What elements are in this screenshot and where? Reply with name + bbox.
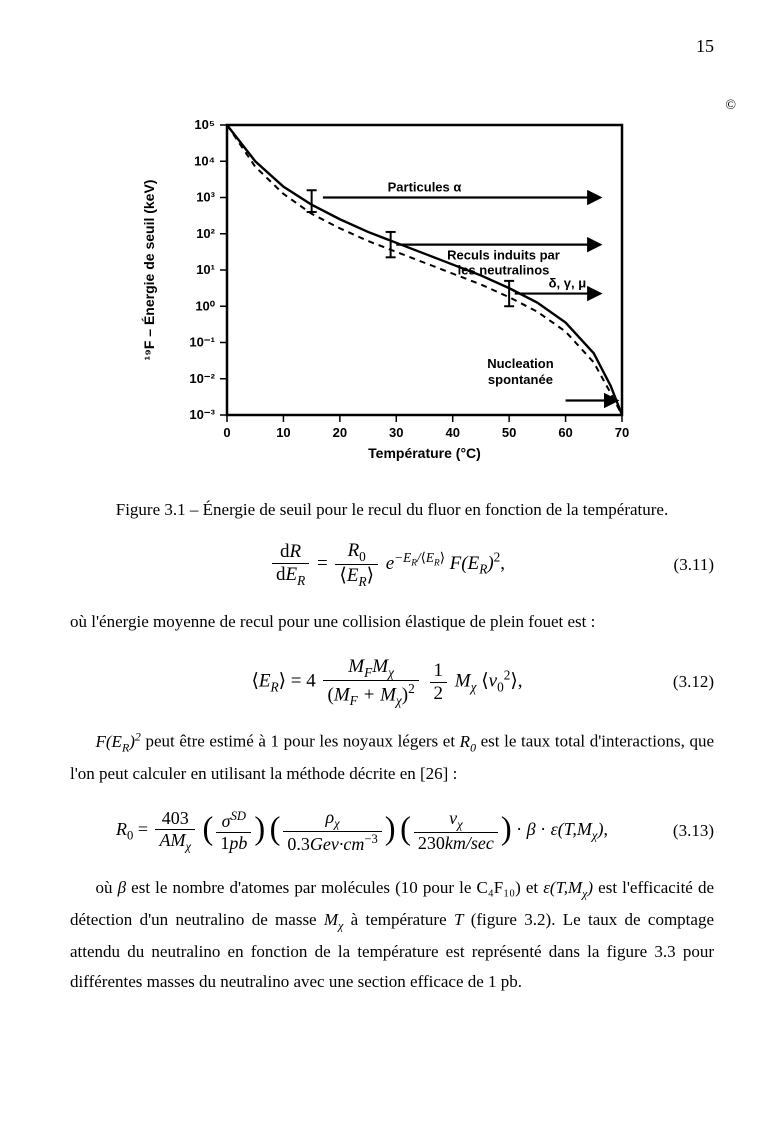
svg-text:δ, γ, μ: δ, γ, μ (549, 276, 587, 291)
svg-text:spontanée: spontanée (488, 372, 553, 387)
equation-body: R0 = 403 AMχ ( σSD 1pb ) ( ρχ 0.3Gev·cm−… (90, 807, 634, 855)
page-number: 15 (696, 36, 714, 57)
svg-text:10⁵: 10⁵ (194, 117, 215, 132)
svg-text:10³: 10³ (196, 190, 215, 205)
svg-text:30: 30 (389, 425, 403, 440)
equation-body: dR dER = R0 ⟨ER⟩ e−ER/⟨ER⟩ F(ER)2, (140, 540, 634, 589)
svg-text:¹⁹F – Énergie de seuil (keV): ¹⁹F – Énergie de seuil (keV) (141, 180, 157, 361)
text-p3h: T (454, 910, 463, 929)
svg-text:Particules α: Particules α (388, 180, 462, 195)
text-p3g: à température (343, 910, 454, 929)
text-p3b: β (118, 878, 126, 897)
text-p3c: est le nombre d'atomes par molécules (10… (126, 878, 543, 897)
equation-3-13: R0 = 403 AMχ ( σSD 1pb ) ( ρχ 0.3Gev·cm−… (70, 807, 714, 855)
svg-text:10⁻²: 10⁻² (189, 371, 215, 386)
text-p3a: où (96, 878, 118, 897)
svg-text:10⁻¹: 10⁻¹ (189, 335, 215, 350)
figure-caption: Figure 3.1 – Énergie de seuil pour le re… (70, 500, 714, 520)
equation-number: (3.11) (634, 555, 714, 575)
paragraph-1: où l'énergie moyenne de recul pour une c… (70, 607, 714, 638)
paragraph-3: où β est le nombre d'atomes par molécule… (70, 873, 714, 998)
threshold-energy-chart: 0 10 20 30 40 50 60 70 10⁻³ 10⁻² 10⁻¹ 10⁰ 10¹ 10² 10³ 1… (132, 110, 652, 470)
svg-text:10²: 10² (196, 226, 215, 241)
svg-text:10: 10 (276, 425, 290, 440)
page-mark: © (725, 98, 736, 114)
svg-text:Reculs induits par: Reculs induits par (447, 248, 560, 263)
svg-text:40: 40 (445, 425, 459, 440)
text-p2b: peut être estimé à 1 pour les noyaux lég… (141, 732, 460, 751)
svg-text:10⁰: 10⁰ (195, 298, 215, 313)
paragraph-2: F(ER)2 peut être estimé à 1 pour les noy… (70, 726, 714, 789)
svg-text:les neutralinos: les neutralinos (458, 263, 550, 278)
equation-3-11: dR dER = R0 ⟨ER⟩ e−ER/⟨ER⟩ F(ER)2, (3.11… (70, 540, 714, 589)
svg-text:10⁴: 10⁴ (194, 153, 215, 168)
svg-text:50: 50 (502, 425, 516, 440)
svg-text:0: 0 (223, 425, 230, 440)
equation-3-12: ⟨ER⟩ = 4 MFMχ (MF + Mχ)2 1 2 Mχ ⟨v02⟩, (… (70, 656, 714, 708)
svg-text:Nucleation: Nucleation (487, 356, 554, 371)
svg-text:10¹: 10¹ (196, 262, 215, 277)
page: 15 © 0 10 20 30 40 50 60 70 10⁻³ 10⁻² 10⁻¹ 10⁰ 10¹ 10… (0, 0, 784, 1140)
svg-text:60: 60 (558, 425, 572, 440)
equation-number: (3.13) (634, 821, 714, 841)
equation-number: (3.12) (634, 672, 714, 692)
svg-text:20: 20 (333, 425, 347, 440)
equation-body: ⟨ER⟩ = 4 MFMχ (MF + Mχ)2 1 2 Mχ ⟨v02⟩, (140, 656, 634, 708)
svg-text:Température (°C): Température (°C) (368, 445, 481, 461)
svg-text:10⁻³: 10⁻³ (189, 407, 215, 422)
svg-text:70: 70 (615, 425, 629, 440)
figure-3-1: 0 10 20 30 40 50 60 70 10⁻³ 10⁻² 10⁻¹ 10⁰ 10¹ 10² 10³ 1… (132, 110, 652, 470)
